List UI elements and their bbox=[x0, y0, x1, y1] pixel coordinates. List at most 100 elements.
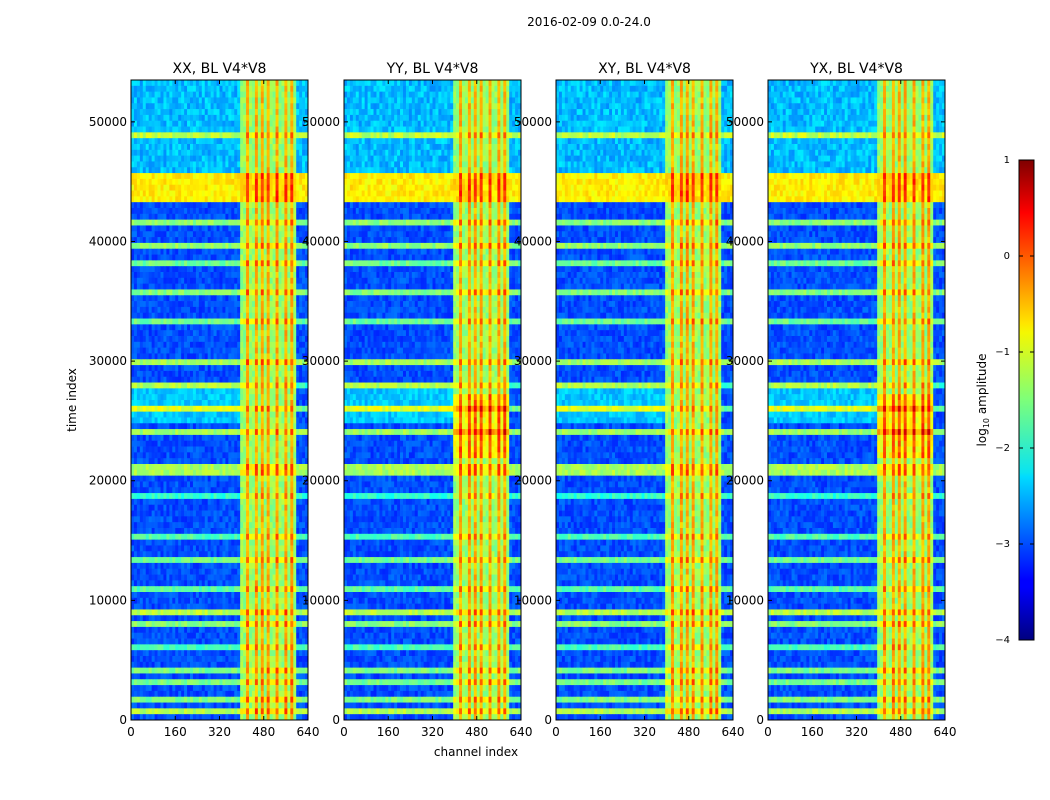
heatmap-cell bbox=[195, 85, 200, 92]
heatmap-cell bbox=[133, 464, 138, 471]
heatmap-cell bbox=[269, 545, 273, 552]
heatmap-cell bbox=[275, 242, 279, 250]
heatmap-cell bbox=[166, 213, 170, 220]
heatmap-cell bbox=[257, 312, 262, 319]
heatmap-cell bbox=[266, 161, 270, 168]
heatmap-cell bbox=[305, 266, 309, 273]
heatmap-cell bbox=[207, 475, 211, 482]
heatmap-cell bbox=[145, 231, 150, 238]
heatmap-cell bbox=[175, 231, 179, 238]
heatmap-cell bbox=[207, 458, 211, 465]
heatmap-cell bbox=[287, 289, 291, 296]
heatmap-cell bbox=[175, 417, 179, 424]
heatmap-cell bbox=[260, 411, 265, 418]
heatmap-cell bbox=[169, 498, 173, 506]
heatmap-cell bbox=[154, 190, 158, 197]
heatmap-cell bbox=[151, 312, 155, 319]
heatmap-cell bbox=[163, 266, 167, 273]
heatmap-cell bbox=[210, 248, 214, 255]
heatmap-cell bbox=[151, 400, 155, 407]
heatmap-cell bbox=[249, 306, 253, 314]
heatmap-cell bbox=[225, 557, 229, 564]
heatmap-cell bbox=[302, 411, 306, 418]
heatmap-cell bbox=[251, 376, 256, 383]
heatmap-cell bbox=[187, 359, 191, 366]
heatmap-cell bbox=[266, 330, 270, 337]
heatmap-cell bbox=[131, 80, 135, 87]
heatmap-cell bbox=[181, 347, 185, 354]
heatmap-cell bbox=[257, 370, 262, 378]
heatmap-cell bbox=[299, 405, 303, 412]
heatmap-cell bbox=[269, 248, 273, 255]
heatmap-cell bbox=[133, 405, 138, 412]
heatmap-cell bbox=[240, 469, 244, 476]
heatmap-cell bbox=[272, 429, 276, 436]
heatmap-cell bbox=[290, 242, 294, 250]
heatmap-cell bbox=[219, 272, 223, 279]
heatmap-cell bbox=[142, 295, 147, 302]
heatmap-cell bbox=[249, 266, 253, 273]
heatmap-cell bbox=[287, 324, 291, 331]
heatmap-cell bbox=[278, 365, 282, 372]
heatmap-cell bbox=[151, 149, 155, 156]
heatmap-cell bbox=[154, 260, 158, 267]
heatmap-cell bbox=[181, 522, 185, 529]
heatmap-cell bbox=[287, 237, 291, 244]
heatmap-cell bbox=[166, 405, 170, 412]
heatmap-cell bbox=[160, 341, 164, 348]
heatmap-cell bbox=[154, 365, 158, 372]
heatmap-cell bbox=[240, 155, 244, 162]
heatmap-cell bbox=[222, 103, 226, 110]
heatmap-cell bbox=[249, 382, 253, 389]
heatmap-cell bbox=[195, 493, 200, 500]
heatmap-cell bbox=[281, 208, 285, 215]
heatmap-cell bbox=[151, 336, 155, 343]
heatmap-cell bbox=[305, 114, 309, 122]
heatmap-cell bbox=[192, 388, 197, 395]
heatmap-cell bbox=[231, 475, 235, 482]
heatmap-cell bbox=[187, 347, 191, 354]
heatmap-cell bbox=[151, 260, 155, 267]
heatmap-cell bbox=[234, 522, 238, 529]
heatmap-cell bbox=[296, 487, 300, 494]
heatmap-cell bbox=[210, 557, 214, 564]
heatmap-cell bbox=[133, 85, 138, 92]
heatmap-cell bbox=[299, 434, 303, 442]
heatmap-cell bbox=[207, 312, 211, 319]
heatmap-cell bbox=[210, 91, 214, 98]
heatmap-cell bbox=[210, 452, 214, 459]
heatmap-cell bbox=[160, 347, 164, 354]
heatmap-cell bbox=[216, 155, 220, 162]
heatmap-cell bbox=[133, 341, 138, 348]
heatmap-cell bbox=[198, 376, 203, 383]
heatmap-cell bbox=[204, 446, 209, 453]
heatmap-cell bbox=[269, 126, 273, 133]
heatmap-cell bbox=[181, 114, 185, 122]
heatmap-cell bbox=[213, 330, 217, 337]
heatmap-cell bbox=[210, 510, 214, 517]
heatmap-cell bbox=[257, 178, 262, 186]
heatmap-cell bbox=[243, 80, 247, 87]
heatmap-cell bbox=[231, 504, 235, 511]
heatmap-cell bbox=[263, 225, 268, 232]
heatmap-cell bbox=[145, 144, 150, 151]
heatmap-cell bbox=[305, 469, 309, 476]
heatmap-cell bbox=[275, 277, 279, 284]
heatmap-cell bbox=[210, 353, 214, 360]
heatmap-cell bbox=[178, 80, 182, 87]
heatmap-cell bbox=[190, 120, 194, 127]
heatmap-cell bbox=[195, 336, 200, 343]
heatmap-cell bbox=[178, 301, 182, 308]
heatmap-cell bbox=[192, 272, 197, 279]
heatmap-cell bbox=[178, 423, 182, 430]
heatmap-cell bbox=[178, 109, 182, 116]
heatmap-cell bbox=[166, 557, 170, 564]
heatmap-cell bbox=[231, 545, 235, 552]
heatmap-cell bbox=[133, 272, 138, 279]
heatmap-cell bbox=[275, 202, 279, 209]
heatmap-cell bbox=[136, 498, 141, 506]
heatmap-cell bbox=[281, 429, 285, 436]
heatmap-cell bbox=[216, 202, 220, 209]
heatmap-cell bbox=[178, 516, 182, 523]
heatmap-cell bbox=[225, 173, 229, 180]
